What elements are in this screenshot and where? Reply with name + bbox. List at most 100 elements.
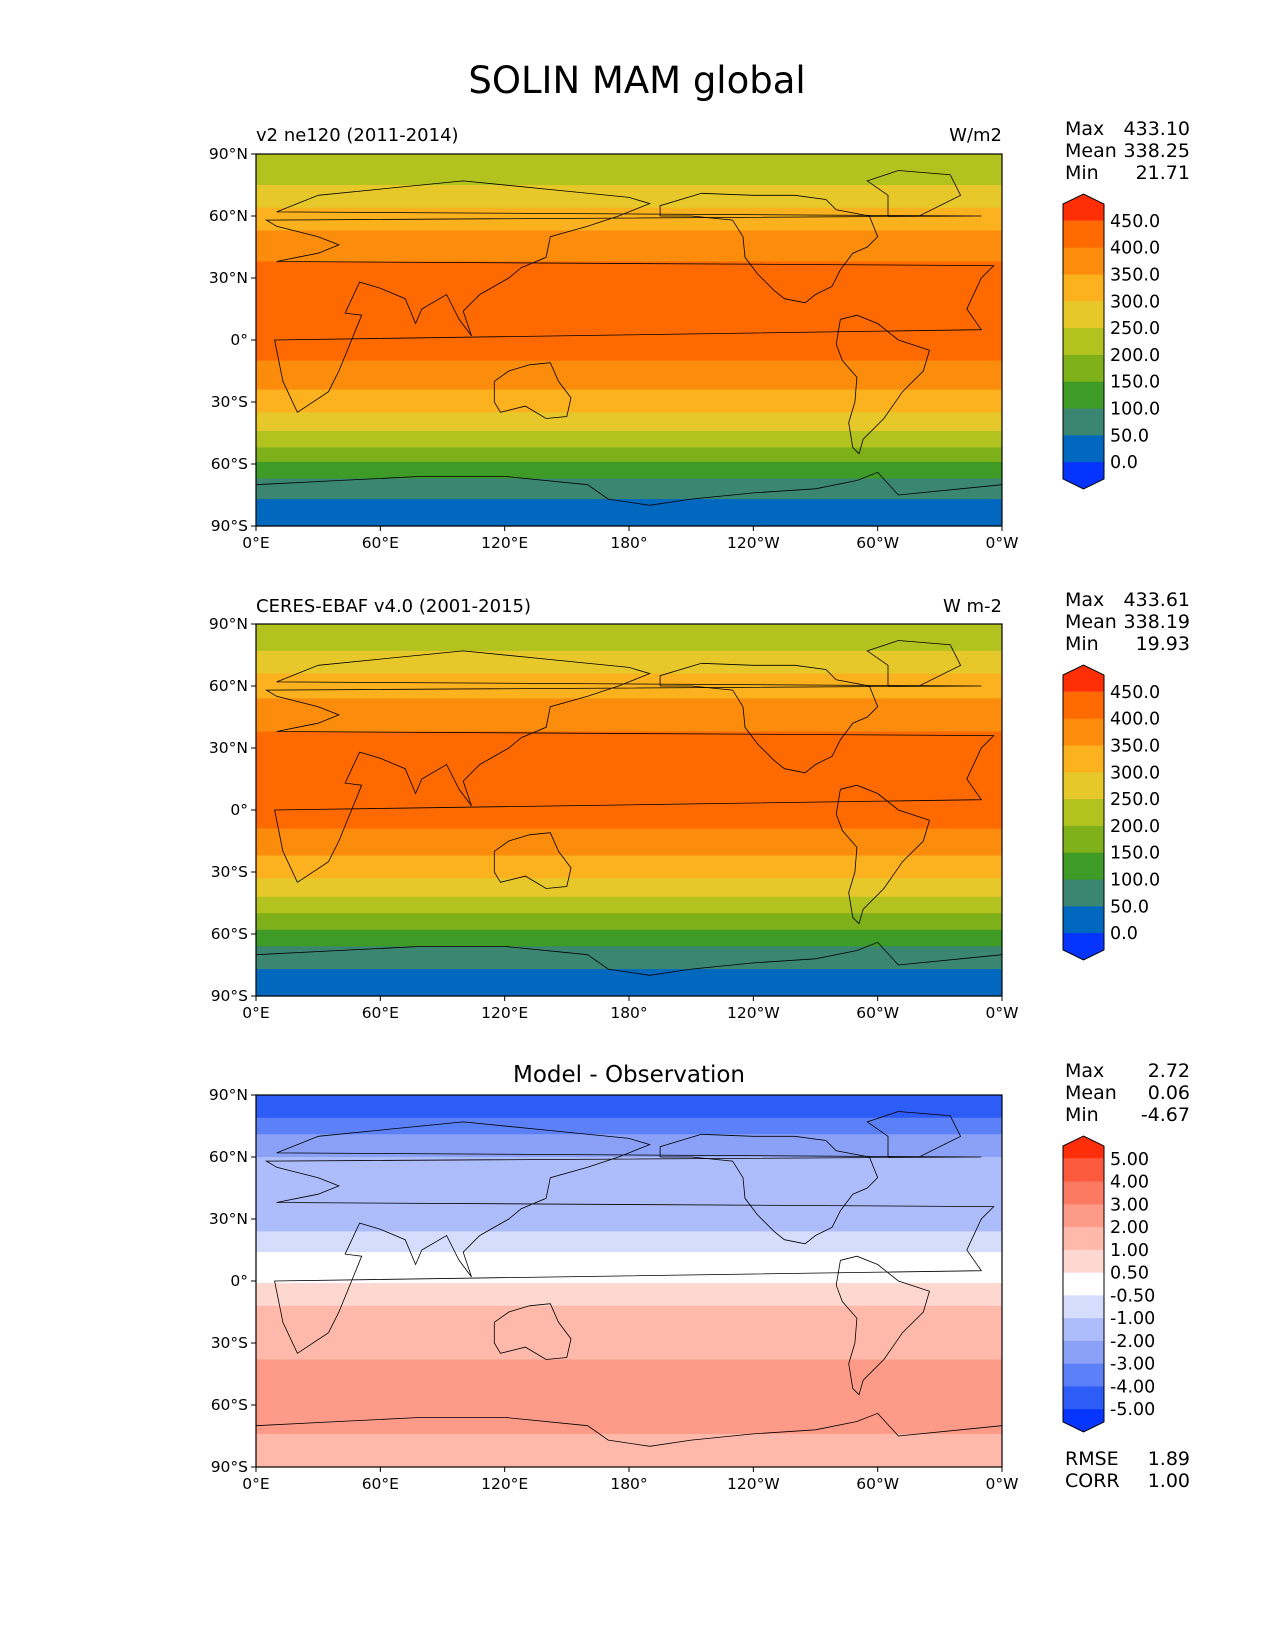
colorbar-outline xyxy=(1062,664,1105,961)
colorbar-segment xyxy=(1063,906,1104,934)
map-band xyxy=(256,929,1002,947)
colorbar-label: 150.0 xyxy=(1110,373,1160,393)
map-band xyxy=(256,154,1002,186)
stat-max-value: 433.10 xyxy=(1124,118,1190,140)
stat-corr-label: CORR xyxy=(1065,1470,1120,1492)
map-band xyxy=(256,896,1002,914)
colorbar-label: 350.0 xyxy=(1110,736,1160,756)
lat-tick-label: 90°S xyxy=(211,1458,248,1476)
lat-tick-label: 30°S xyxy=(211,863,248,881)
stat-min-label: Min xyxy=(1065,1104,1099,1126)
colorbar-label: 3.00 xyxy=(1110,1195,1149,1215)
colorbar-difference: 5.00 4.003.00 2.00 1.00 0.50-0.50 -1.00 -2.00 -… xyxy=(1062,1135,1155,1433)
panel-units: W/m2 xyxy=(949,125,1002,146)
lon-tick-label: 180° xyxy=(610,534,647,552)
colorbar-extend-max xyxy=(1063,194,1104,221)
stat-max-label: Max xyxy=(1065,589,1104,611)
coastline xyxy=(493,1303,572,1360)
colorbar-label: 250.0 xyxy=(1110,790,1160,810)
lat-tick-label: 30°N xyxy=(209,739,248,757)
coastline xyxy=(866,170,962,217)
colorbar-segment xyxy=(1063,799,1104,827)
colorbar-segment xyxy=(1063,718,1104,746)
panel-title-center: Model - Observation xyxy=(513,1062,745,1088)
lon-tick-label: 0°E xyxy=(242,1004,269,1022)
coastline xyxy=(835,314,930,455)
colorbar-segment xyxy=(1063,1295,1104,1319)
stats-difference: Max 2.72 Mean 0.06 Min -4.67 RMSE 1.89 C… xyxy=(1065,1060,1190,1492)
stat-mean-label: Mean xyxy=(1065,140,1117,162)
lon-tick-label: 120°E xyxy=(481,1475,528,1493)
colorbar-segment xyxy=(1063,1272,1104,1296)
stat-rmse-value: 1.89 xyxy=(1148,1448,1190,1470)
colorbar-segment xyxy=(1063,1227,1104,1251)
colorbar-label: 250.0 xyxy=(1110,319,1160,339)
colorbar-segment xyxy=(1063,1249,1104,1274)
map-band xyxy=(256,828,1002,857)
map-band xyxy=(256,878,1002,898)
colorbar-segment xyxy=(1063,879,1104,907)
colorbar-label: 400.0 xyxy=(1110,239,1160,259)
map-band xyxy=(256,1194,1002,1232)
lat-tick-label: 60°S xyxy=(211,925,248,943)
map-band xyxy=(256,499,1002,527)
stat-max-value: 433.61 xyxy=(1124,589,1190,611)
colorbar-segment xyxy=(1063,381,1104,410)
lat-tick-label: 90°N xyxy=(209,615,248,633)
colorbar-label: -2.00 xyxy=(1110,1332,1155,1352)
map-band xyxy=(256,1157,1002,1195)
map-band xyxy=(256,913,1002,931)
map-band xyxy=(256,946,1002,970)
lat-tick-label: 60°N xyxy=(209,207,248,225)
colorbar-outline xyxy=(1062,193,1105,490)
coastline xyxy=(659,662,879,774)
colorbar-segment xyxy=(1063,301,1104,329)
coastline xyxy=(255,471,1003,506)
colorbar-segment xyxy=(1063,1204,1104,1228)
map-band xyxy=(256,1095,1002,1119)
panel-title-left: v2 ne120 (2011-2014) xyxy=(256,125,459,146)
colorbar-segment xyxy=(1063,354,1104,383)
colorbar-segment xyxy=(1063,852,1104,881)
colorbar-label: -1.00 xyxy=(1110,1309,1155,1329)
stat-max-value: 2.72 xyxy=(1148,1060,1190,1082)
coastline xyxy=(255,941,1003,976)
lat-tick-label: 90°N xyxy=(209,145,248,163)
map-band xyxy=(256,207,1002,232)
colorbar-segment xyxy=(1063,691,1104,720)
colorbar-label: 450.0 xyxy=(1110,683,1160,703)
colorbar-label: 200.0 xyxy=(1110,817,1160,837)
coastline xyxy=(493,362,572,419)
colorbar-label: 0.0 xyxy=(1110,453,1138,473)
panel-title-left: CERES-EBAF v4.0 (2001-2015) xyxy=(256,596,531,617)
map-band xyxy=(256,1305,1002,1361)
colorbar-test: 450.0 400.0 350.0 300.0 250.0 200.0 150.0 100.0… xyxy=(1062,193,1160,490)
colorbar-label: -0.50 xyxy=(1110,1286,1155,1306)
map-band xyxy=(256,461,1002,480)
colorbar-segment xyxy=(1063,247,1104,275)
map-band xyxy=(256,1283,1002,1307)
map-band xyxy=(256,624,1002,652)
coastline xyxy=(493,832,572,889)
lon-tick-label: 0°W xyxy=(986,1475,1019,1493)
lat-tick-label: 60°S xyxy=(211,455,248,473)
figure-title: SOLIN MAM global xyxy=(468,59,805,102)
lat-tick-label: 60°N xyxy=(209,1148,248,1166)
map-band xyxy=(256,1134,1002,1158)
lon-tick-label: 120°E xyxy=(481,1004,528,1022)
colorbar-segment xyxy=(1063,1158,1104,1183)
colorbar-label: 5.00 xyxy=(1110,1150,1149,1170)
map-band xyxy=(256,969,1002,997)
stat-rmse-label: RMSE xyxy=(1065,1448,1119,1470)
colorbar-extend-min xyxy=(1063,1409,1104,1432)
colorbar-label: 1.00 xyxy=(1110,1241,1149,1261)
lon-tick-label: 180° xyxy=(610,1475,647,1493)
lat-tick-label: 0° xyxy=(230,331,248,349)
map-band xyxy=(256,230,1002,263)
map-band xyxy=(256,1252,1002,1284)
stat-mean-label: Mean xyxy=(1065,611,1117,633)
colorbar-segment xyxy=(1063,772,1104,800)
colorbar-label: 0.50 xyxy=(1110,1264,1149,1284)
colorbar-label: -5.00 xyxy=(1110,1400,1155,1420)
